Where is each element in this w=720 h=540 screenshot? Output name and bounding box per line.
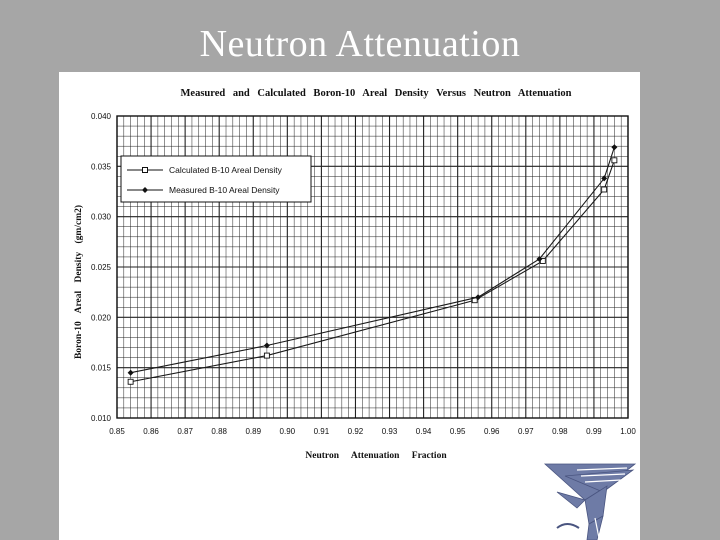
data-point [611,144,618,151]
y-axis-label: Boron-10 Areal Density (gm/cm2) [73,205,84,359]
chart: Measured and Calculated Boron-10 Areal D… [73,88,636,461]
x-tick-label: 0.95 [450,427,466,436]
y-axis-ticks: 0.010 0.015 0.020 0.025 0.030 0.035 0.040 [91,112,112,423]
y-tick-label: 0.040 [91,112,112,121]
x-tick-label: 0.86 [143,427,159,436]
x-tick-label: 0.90 [280,427,296,436]
y-tick-label: 0.025 [91,263,112,272]
data-point [601,186,608,193]
x-tick-label: 0.99 [586,427,602,436]
chart-title: Measured and Calculated Boron-10 Areal D… [181,88,572,99]
legend-label: Calculated B-10 Areal Density [169,165,283,175]
plot-frame [116,115,629,419]
x-tick-label: 0.92 [348,427,364,436]
legend-marker [142,167,148,173]
y-tick-label: 0.020 [91,313,112,322]
x-tick-label: 0.98 [552,427,568,436]
legend-label: Measured B-10 Areal Density [169,185,280,195]
x-tick-label: 0.96 [484,427,500,436]
y-tick-label: 0.010 [91,414,112,423]
x-tick-label: 0.85 [109,427,125,436]
legend-marker [142,187,148,193]
x-tick-label: 0.94 [416,427,432,436]
data-point [601,175,608,182]
series-layer [127,144,618,385]
x-tick-label: 0.91 [314,427,330,436]
x-tick-label: 0.87 [177,427,193,436]
data-point [611,157,618,164]
series-measured [127,144,618,376]
x-axis-label: Neutron Attenuation Fraction [305,451,447,461]
y-tick-label: 0.030 [91,213,112,222]
x-tick-label: 0.88 [211,427,227,436]
x-tick-label: 1.00 [620,427,636,436]
data-point [263,352,270,359]
legend-box [120,155,312,203]
series-line [130,160,615,383]
x-tick-label: 0.89 [245,427,261,436]
legend: Calculated B-10 Areal Density Measured B-… [120,155,312,203]
x-tick-label: 0.93 [382,427,398,436]
x-tick-label: 0.97 [518,427,534,436]
data-point [536,255,543,262]
data-point [127,369,134,376]
y-tick-label: 0.035 [91,162,112,171]
data-point [127,378,134,385]
y-tick-label: 0.015 [91,364,112,373]
data-point [475,294,482,301]
series-calculated [127,157,618,385]
series-line [130,147,615,374]
x-axis-ticks: 0.85 0.86 0.87 0.88 0.89 0.90 0.91 0.92 0.93 0.94… [109,427,636,436]
slide-title: Neutron Attenuation [199,23,521,65]
chart-panel: Measured and Calculated Boron-10 Areal D… [59,72,640,540]
data-point [263,342,270,349]
eagle-logo-icon [543,463,637,540]
